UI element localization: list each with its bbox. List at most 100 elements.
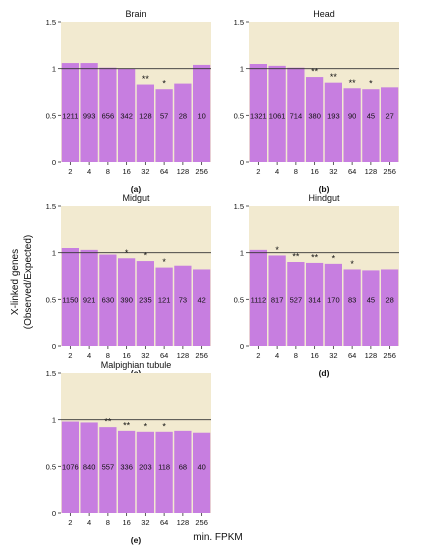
significance-marker: * xyxy=(144,421,148,431)
count-label: 121 xyxy=(158,295,171,304)
bar-256 xyxy=(381,87,399,162)
bar-256 xyxy=(193,64,211,162)
panel-3: Midgut 0 0.5 1 1.5 1150 2 921 4 630 8 390 * 16 235 * 32 1… xyxy=(46,193,211,378)
bar-16 xyxy=(118,258,136,346)
count-label: 527 xyxy=(290,295,303,304)
count-label: 28 xyxy=(385,295,393,304)
x-tick-label: 16 xyxy=(122,518,130,527)
panel-label: (a) xyxy=(131,184,142,194)
panel-title: Head xyxy=(313,9,335,19)
panel-title: Midgut xyxy=(122,193,150,203)
panel-label: (b) xyxy=(319,184,330,194)
bar-2 xyxy=(61,421,79,513)
count-label: 1076 xyxy=(62,462,79,471)
y-tick-label: 1 xyxy=(240,249,244,258)
x-tick-label: 16 xyxy=(310,351,318,360)
significance-marker: * xyxy=(162,79,166,89)
bar-64 xyxy=(343,269,361,346)
y-tick-label: 0 xyxy=(52,509,56,518)
x-tick-label: 256 xyxy=(195,518,208,527)
bar-8 xyxy=(287,67,305,162)
x-tick-label: 2 xyxy=(68,167,72,176)
bar-128 xyxy=(362,89,380,162)
bar-32 xyxy=(324,82,342,162)
y-tick-label: 1 xyxy=(52,65,56,74)
x-tick-label: 4 xyxy=(275,351,279,360)
bar-128 xyxy=(174,83,192,162)
count-label: 40 xyxy=(197,462,205,471)
y-tick-label: 0.5 xyxy=(234,295,244,304)
x-tick-label: 4 xyxy=(87,167,91,176)
bar-16 xyxy=(118,430,136,513)
bar-256 xyxy=(193,269,211,346)
bar-64 xyxy=(155,431,173,513)
bar-128 xyxy=(362,270,380,346)
significance-marker: ** xyxy=(349,78,357,88)
x-tick-label: 2 xyxy=(256,167,260,176)
x-tick-label: 128 xyxy=(177,351,190,360)
x-tick-label: 8 xyxy=(106,351,110,360)
y-tick-label: 0.5 xyxy=(46,295,56,304)
count-label: 42 xyxy=(197,295,205,304)
significance-marker: * xyxy=(332,253,336,263)
significance-marker: ** xyxy=(104,417,112,427)
x-tick-label: 32 xyxy=(141,351,149,360)
bar-64 xyxy=(155,89,173,162)
count-label: 10 xyxy=(197,111,205,120)
bar-2 xyxy=(61,63,79,162)
y-tick-label: 1 xyxy=(240,65,244,74)
significance-marker: * xyxy=(162,257,166,267)
y-tick-label: 1.5 xyxy=(234,202,244,211)
bar-128 xyxy=(174,265,192,346)
x-tick-label: 16 xyxy=(310,167,318,176)
x-tick-label: 128 xyxy=(365,167,378,176)
x-tick-label: 8 xyxy=(106,167,110,176)
bar-4 xyxy=(80,249,98,346)
count-label: 921 xyxy=(83,295,96,304)
panel-1: Brain 0 0.5 1 1.5 1211 2 993 4 656 8 342 16 128 ** 32 57… xyxy=(46,9,211,194)
x-tick-label: 32 xyxy=(329,167,337,176)
x-tick-label: 256 xyxy=(383,351,396,360)
count-label: 235 xyxy=(139,295,152,304)
x-tick-label: 32 xyxy=(141,167,149,176)
y-tick-label: 1.5 xyxy=(46,202,56,211)
count-label: 342 xyxy=(120,111,133,120)
bar-4 xyxy=(80,63,98,162)
count-label: 118 xyxy=(158,462,170,471)
x-tick-label: 2 xyxy=(256,351,260,360)
y-tick-label: 1.5 xyxy=(46,369,56,378)
bar-2 xyxy=(249,249,267,346)
y-tick-label: 1.5 xyxy=(234,18,244,27)
x-tick-label: 128 xyxy=(177,167,190,176)
significance-marker: * xyxy=(275,245,279,255)
count-label: 57 xyxy=(160,111,168,120)
y-tick-label: 0 xyxy=(240,158,244,167)
count-label: 203 xyxy=(139,462,152,471)
x-tick-label: 128 xyxy=(177,518,190,527)
x-axis-label: min. FPKM xyxy=(193,532,242,543)
chart-panels: Brain00.511.5121129934656834216128**3257… xyxy=(46,9,399,545)
x-tick-label: 256 xyxy=(383,167,396,176)
count-label: 390 xyxy=(120,295,133,304)
panel-label: (d) xyxy=(319,368,330,378)
bar-32 xyxy=(136,431,154,513)
count-label: 1061 xyxy=(269,111,286,120)
bar-8 xyxy=(99,254,117,346)
x-tick-label: 128 xyxy=(365,351,378,360)
bar-4 xyxy=(268,255,286,346)
panel-label: (e) xyxy=(131,535,142,545)
significance-marker: * xyxy=(162,421,166,431)
y-tick-label: 1 xyxy=(52,416,56,425)
bar-16 xyxy=(306,77,324,162)
count-label: 83 xyxy=(348,295,356,304)
bar-4 xyxy=(268,65,286,162)
y-tick-label: 0 xyxy=(52,342,56,351)
x-tick-label: 8 xyxy=(106,518,110,527)
bar-128 xyxy=(174,430,192,513)
count-label: 817 xyxy=(271,295,284,304)
bar-32 xyxy=(136,84,154,162)
count-label: 1211 xyxy=(62,111,78,120)
significance-marker: ** xyxy=(311,67,319,77)
significance-marker: ** xyxy=(142,74,150,84)
